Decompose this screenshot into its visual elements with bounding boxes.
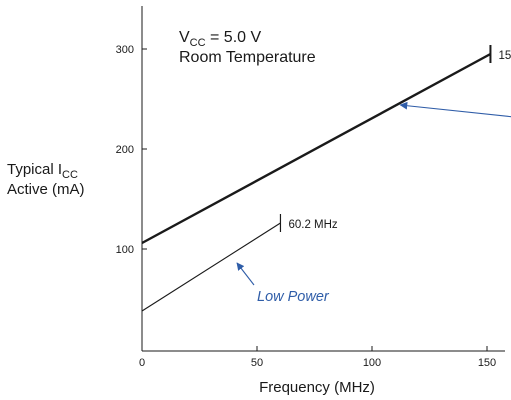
high-speed-arrow xyxy=(399,101,511,118)
low-power-arrow xyxy=(236,262,255,286)
vcc-sub: CC xyxy=(190,37,206,49)
x-axis-label: Frequency (MHz) xyxy=(259,379,375,396)
y-axis-label-sub: CC xyxy=(62,169,78,181)
temperature-condition: Room Temperature xyxy=(179,49,316,66)
x-tick-label-150: 150 xyxy=(478,357,496,369)
x-tick-label-50: 50 xyxy=(251,357,263,369)
y-tick-label-200: 200 xyxy=(116,144,134,156)
y-tick-label-300: 300 xyxy=(116,44,134,56)
y-axis-label: Typical ICC xyxy=(7,161,78,181)
high-speed-line xyxy=(141,52,492,245)
x-tick-label-0: 0 xyxy=(139,357,145,369)
low-power-label: Low Power xyxy=(257,289,330,305)
low-power-end-label: 60.2 MHz xyxy=(288,219,337,231)
y-tick-label-100: 100 xyxy=(116,244,134,256)
x-tick-label-100: 100 xyxy=(363,357,381,369)
axes-group xyxy=(141,6,505,352)
low-power-line xyxy=(141,222,281,312)
y-axis-label-line2: Active (mA) xyxy=(7,181,85,198)
ticks-group: 050100150200100200300 xyxy=(116,44,497,369)
vcc-prefix: V xyxy=(179,29,190,46)
vcc-value: = 5.0 V xyxy=(206,29,262,46)
y-axis-label-main: Typical I xyxy=(7,161,62,178)
high-speed-end-label: 151.5 MHz xyxy=(498,50,511,62)
vcc-condition: VCC = 5.0 V xyxy=(179,29,261,49)
